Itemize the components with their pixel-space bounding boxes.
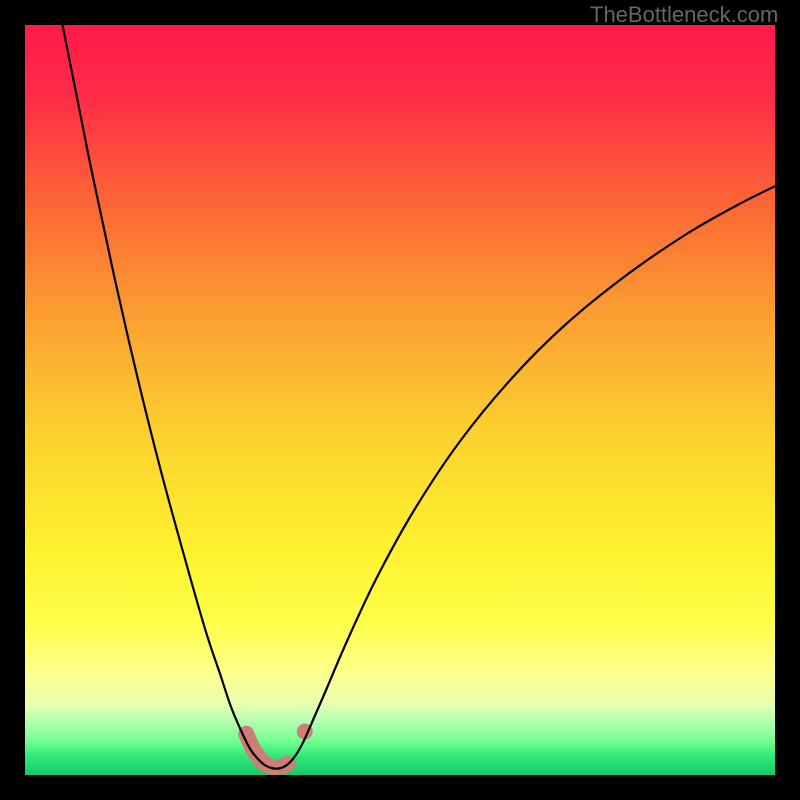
chart-plot-area xyxy=(25,25,775,775)
chart-background xyxy=(25,25,775,775)
chart-svg xyxy=(25,25,775,775)
watermark-text: TheBottleneck.com xyxy=(590,2,778,28)
